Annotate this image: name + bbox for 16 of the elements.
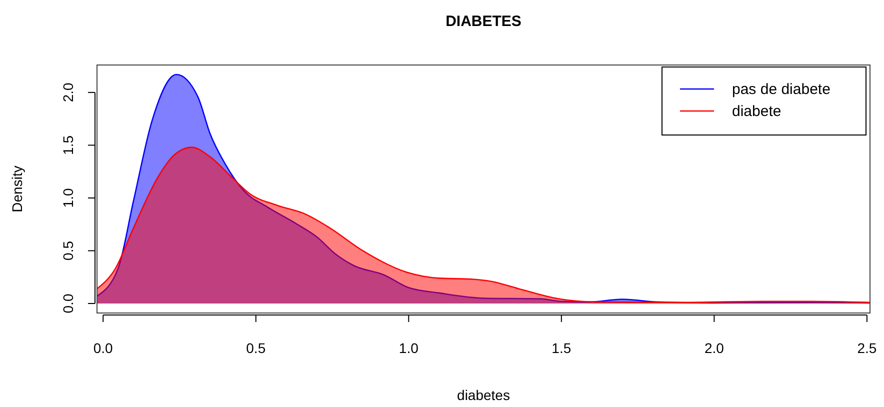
y-tick-label: 0.5	[60, 240, 76, 260]
x-tick-label: 0.0	[93, 340, 114, 356]
x-axis-title: diabetes	[457, 387, 510, 403]
x-tick-label: 0.5	[246, 340, 266, 356]
x-tick-label: 1.0	[398, 340, 419, 356]
chart-title: DIABETES	[446, 13, 522, 30]
y-axis-title: Density	[9, 166, 25, 212]
x-tick-label: 1.5	[552, 340, 572, 356]
x-tick-label: 2.0	[704, 340, 724, 356]
y-tick-label: 2.0	[60, 82, 76, 102]
y-tick-label: 0.0	[60, 294, 76, 314]
y-tick-label: 1.0	[60, 188, 76, 208]
legend-label: diabete	[732, 103, 782, 120]
x-tick-label: 2.5	[857, 340, 877, 356]
legend-label: pas de diabete	[732, 81, 830, 98]
y-tick-label: 1.5	[60, 135, 76, 155]
